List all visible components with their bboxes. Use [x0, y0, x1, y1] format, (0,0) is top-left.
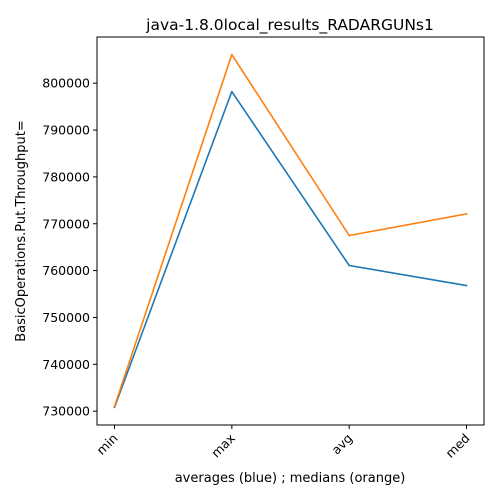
series-line-averages [113, 90, 468, 409]
x-axis-label: averages (blue) ; medians (orange) [175, 471, 406, 486]
x-tick-label-max: max [208, 431, 238, 461]
data-point-medians-med [465, 213, 468, 215]
series-line-medians [113, 53, 468, 408]
y-tick-label: 740000 [42, 357, 90, 372]
data-point-medians-min [113, 405, 116, 408]
x-axis: min max avg med [93, 425, 473, 461]
y-tick-label: 760000 [42, 263, 90, 278]
axes-frame [96, 36, 485, 426]
data-point-averages-avg [348, 264, 350, 267]
y-tick-label: 730000 [42, 404, 90, 419]
y-axis-label: BasicOperations.Put.Throughput= [14, 120, 29, 342]
y-tick-label: 750000 [42, 310, 90, 325]
x-tick-label-min: min [93, 431, 120, 458]
data-point-averages-max [231, 90, 233, 93]
x-tick-label-med: med [442, 431, 472, 461]
data-point-medians-avg [348, 234, 350, 237]
x-tick-label-avg: avg [328, 431, 355, 458]
y-axis: 730000 740000 750000 760000 770000 780000 7900… [42, 76, 97, 419]
plot-area [113, 53, 468, 409]
y-tick-label: 780000 [42, 169, 90, 184]
chart-title: java-1.8.0local_results_RADARGUNs1 [145, 16, 434, 35]
data-point-medians-max [231, 53, 233, 56]
y-tick-label: 790000 [42, 123, 90, 138]
data-point-averages-med [465, 284, 468, 287]
y-tick-label: 800000 [42, 76, 90, 91]
y-tick-label: 770000 [42, 216, 90, 231]
